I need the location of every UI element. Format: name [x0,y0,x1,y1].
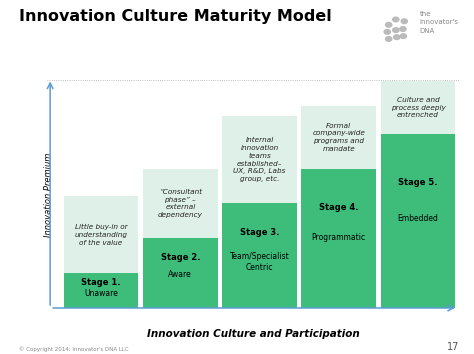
Text: Internal
innovation
teams
established–
UX, R&D, Labs
group, etc.: Internal innovation teams established– U… [233,137,286,182]
Text: Culture and
process deeply
entrenched: Culture and process deeply entrenched [391,97,445,118]
Text: Stage 2.: Stage 2. [161,253,200,262]
Text: Stage 1.: Stage 1. [82,278,121,287]
Bar [301,106,376,308]
Bar [143,238,218,308]
Text: © Copyright 2014: Innovator's DNA LLC: © Copyright 2014: Innovator's DNA LLC [19,347,128,352]
Bar [222,116,297,308]
Text: the
innovator's
DNA: the innovator's DNA [419,11,458,34]
Text: Stage 5.: Stage 5. [398,178,438,187]
Text: Embedded: Embedded [398,214,438,223]
Bar [381,134,455,308]
Text: Programmatic: Programmatic [311,233,366,242]
Text: Innovation Culture and Participation: Innovation Culture and Participation [147,329,360,339]
Bar [222,204,297,308]
Text: Stage 4.: Stage 4. [319,203,358,212]
Bar [381,81,455,308]
Text: 17: 17 [447,342,460,352]
Text: Innovation Culture Maturity Model: Innovation Culture Maturity Model [19,9,332,24]
Text: Team/Specialist
Centric: Team/Specialist Centric [229,251,290,272]
Text: “Consultant
phase” –
external
dependency: “Consultant phase” – external dependency [158,189,203,218]
Bar [64,273,138,308]
Text: Unaware: Unaware [84,289,118,298]
Bar [301,169,376,308]
Text: Stage 3.: Stage 3. [240,228,279,237]
Bar [64,196,138,308]
Text: Innovation Premium: Innovation Premium [44,153,53,237]
Text: Aware: Aware [168,270,192,279]
Text: Little buy-in or
understanding
of the value: Little buy-in or understanding of the va… [74,224,128,246]
Text: Formal
company-wide
programs and
mandate: Formal company-wide programs and mandate [312,122,365,152]
Bar [143,169,218,308]
